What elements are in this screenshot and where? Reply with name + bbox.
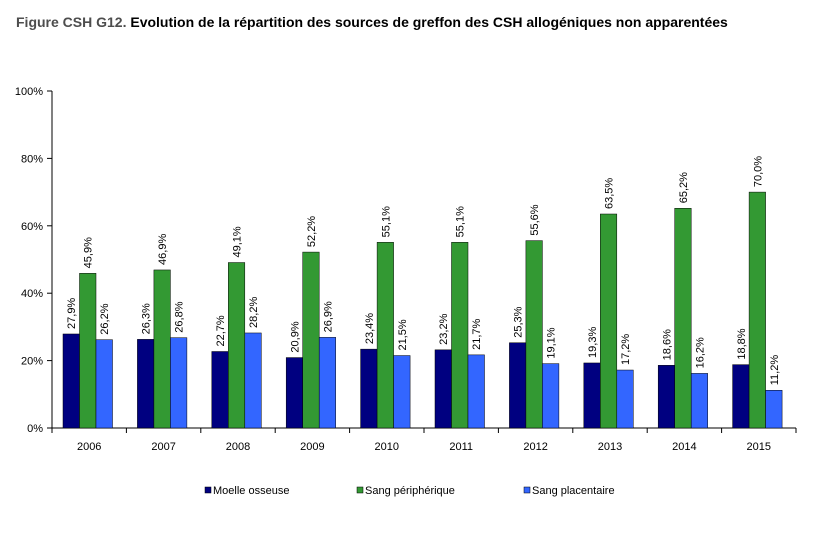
bar [542,363,560,429]
chart-title: Figure CSH G12. Evolution de la répartit… [16,14,728,30]
data-label: 28,2% [248,297,260,328]
data-label: 21,5% [397,319,409,350]
bar [525,240,543,429]
bar [600,213,618,429]
legend-swatch [523,486,531,494]
bar [228,262,246,429]
x-tick-label: 2015 [747,441,771,453]
bar [285,357,303,429]
data-label: 11,2% [769,355,781,386]
bar [318,337,336,429]
x-tick-label: 2012 [523,441,547,453]
x-tick-label: 2014 [672,441,696,453]
data-label: 16,2% [694,337,706,368]
bar [657,365,675,429]
figure-title: Evolution de la répartition des sources … [130,14,728,30]
x-tick-label: 2008 [226,441,250,453]
bar [674,208,692,429]
legend-swatch [204,486,212,494]
data-label: 23,2% [438,313,450,344]
legend-label: Sang périphérique [365,485,455,497]
bar [509,342,527,429]
bar [616,369,634,429]
data-label: 45,9% [83,237,95,268]
data-label: 19,3% [587,327,599,358]
data-label: 26,2% [99,303,111,334]
data-label: 20,9% [289,321,301,352]
x-tick-label: 2013 [598,441,622,453]
bar [451,242,469,429]
x-tick-label: 2007 [151,441,175,453]
y-tick-label: 40% [21,288,43,300]
bar [153,269,171,429]
data-label: 65,2% [678,172,690,203]
bar [95,339,113,429]
data-label: 46,9% [157,234,169,265]
legend-label: Sang placentaire [532,485,615,497]
data-label: 18,8% [736,328,748,359]
data-label: 49,1% [232,226,244,257]
data-label: 52,2% [306,216,318,247]
data-label: 26,3% [141,303,153,334]
data-label: 21,7% [471,318,483,349]
bar [360,348,378,429]
data-label: 70,0% [752,156,764,187]
bar [170,337,188,429]
y-tick-label: 0% [27,423,43,435]
data-label: 55,1% [455,206,467,237]
y-tick-label: 20% [21,356,43,368]
data-label: 17,2% [620,334,632,365]
bar [583,362,601,429]
data-label: 63,5% [604,178,616,209]
data-label: 23,4% [364,313,376,344]
data-label: 27,9% [66,298,78,329]
bar [434,349,452,429]
bar [62,333,80,429]
x-tick-label: 2009 [300,441,324,453]
bar [748,191,766,429]
data-label: 18,6% [661,329,673,360]
data-label: 26,8% [174,301,186,332]
bar [467,354,485,429]
bar [137,339,155,429]
data-label: 55,1% [380,206,392,237]
data-label: 26,9% [322,301,334,332]
data-label: 25,3% [513,306,525,337]
y-tick-label: 100% [15,86,43,98]
data-label: 19,1% [546,327,558,358]
bar [79,273,97,429]
bar [376,242,394,429]
y-tick-label: 80% [21,153,43,165]
bar [393,355,411,429]
bar [765,390,783,429]
bar [302,251,320,429]
y-tick-label: 60% [21,221,43,233]
bar [211,351,229,429]
bar [690,373,708,429]
legend-swatch [356,486,364,494]
bar [732,364,750,429]
x-tick-label: 2011 [449,441,473,453]
figure-number: Figure CSH G12. [16,14,127,30]
x-tick-label: 2006 [77,441,101,453]
x-tick-label: 2010 [375,441,399,453]
legend-label: Moelle osseuse [213,485,289,497]
bar [244,332,262,429]
data-label: 22,7% [215,315,227,346]
data-label: 55,6% [529,204,541,235]
